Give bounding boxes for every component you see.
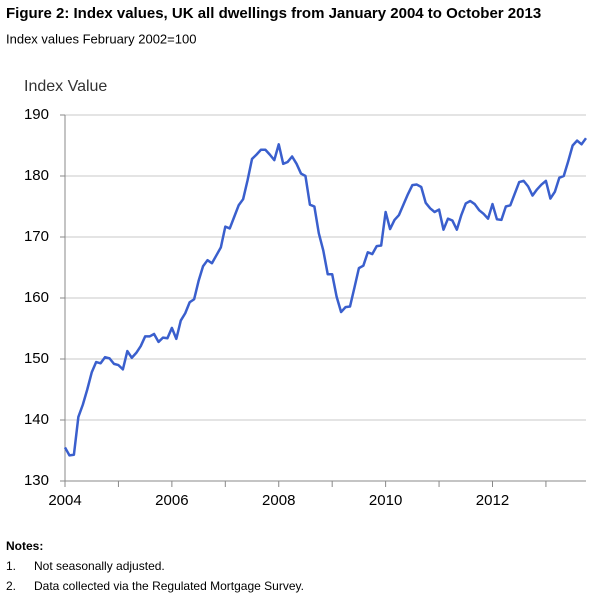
y-tick-label: 170: [24, 228, 49, 245]
note-number: 1.: [6, 559, 16, 573]
x-tick-label: 2006: [155, 492, 188, 509]
y-tick-label: 150: [24, 350, 49, 367]
note-text: Data collected via the Regulated Mortgag…: [34, 579, 304, 593]
x-tick-label: 2008: [262, 492, 295, 509]
line: [63, 137, 588, 457]
x-tick-label: 2012: [476, 492, 509, 509]
y-axis-label: Index Value: [24, 78, 107, 95]
y-tick-label: 190: [24, 106, 49, 123]
chart-subtitle: Index values February 2002=100: [6, 31, 196, 46]
chart-title: Figure 2: Index values, UK all dwellings…: [6, 5, 541, 22]
x-tick-label: 2010: [369, 492, 402, 509]
note-text: Not seasonally adjusted.: [34, 559, 165, 573]
y-tick-label: 130: [24, 472, 49, 489]
notes-title: Notes:: [6, 539, 43, 553]
y-tick-label: 140: [24, 411, 49, 428]
y-tick-label: 180: [24, 167, 49, 184]
x-tick-label: 2004: [48, 492, 81, 509]
y-tick-label: 160: [24, 289, 49, 306]
note-number: 2.: [6, 579, 16, 593]
